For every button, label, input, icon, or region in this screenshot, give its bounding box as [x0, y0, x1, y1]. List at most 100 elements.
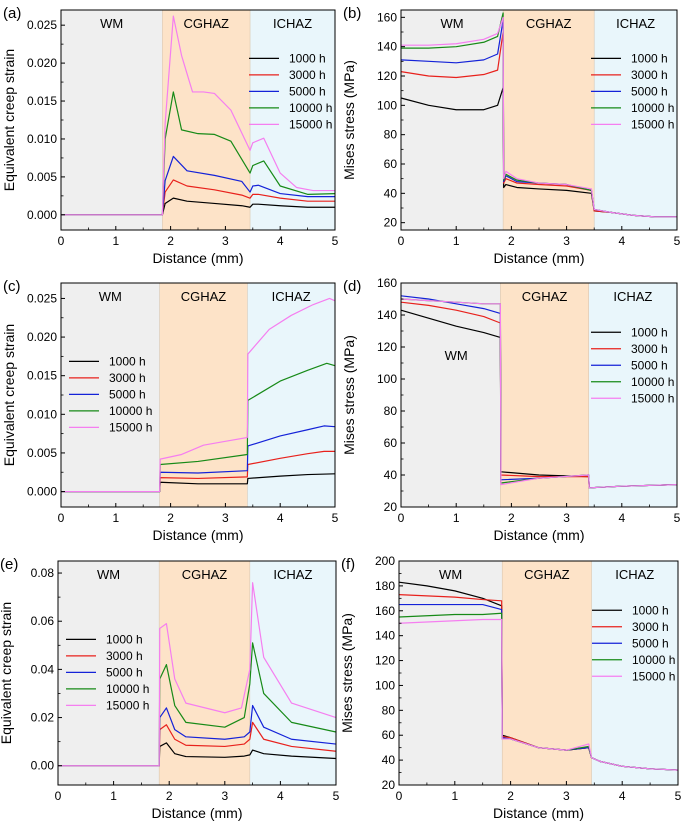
y-tick-label: 200	[375, 554, 395, 568]
x-tick-label: 2	[508, 511, 515, 525]
region-label-wm: WM	[441, 16, 464, 31]
chart-panel-c: 0 1 2 3 4 5 0.000 0.005 0.010 0.015 0.020 0.025 Dist…	[1, 278, 339, 543]
y-tick-label: 0.08	[31, 566, 55, 580]
y-axis-title: Equivalent creep strain	[1, 49, 17, 191]
legend: 1000 h 3000 h 5000 h 10000 h 15000 h	[249, 51, 332, 131]
x-tick-label: 4	[618, 234, 625, 248]
legend-entry: 10000 h	[631, 101, 674, 115]
x-tick-label: 3	[563, 789, 570, 803]
legend-entry: 10000 h	[106, 682, 149, 696]
x-tick-label: 1	[453, 234, 460, 248]
y-tick-label: 100	[377, 372, 397, 386]
legend-entry: 5000 h	[109, 387, 146, 401]
x-tick-label: 3	[222, 234, 229, 248]
y-tick-label: 0.010	[27, 132, 57, 146]
x-tick-label: 3	[563, 234, 570, 248]
x-tick-label: 5	[675, 789, 682, 803]
series-line-15000-h	[58, 582, 337, 767]
legend-entry: 10000 h	[289, 101, 332, 115]
x-tick-label: 4	[619, 789, 626, 803]
panel-label: (b)	[343, 5, 361, 22]
x-tick-label: 2	[167, 234, 174, 248]
x-tick-label: 2	[507, 789, 514, 803]
x-tick-label: 3	[221, 789, 228, 803]
y-tick-label: 0.005	[27, 446, 57, 460]
region-label-wm: WM	[439, 567, 462, 582]
series-line-3000-h	[61, 179, 335, 216]
y-tick-label: 160	[377, 276, 397, 290]
x-tick-label: 2	[508, 234, 515, 248]
x-tick-label: 1	[453, 511, 460, 525]
y-tick-label: 140	[377, 40, 397, 54]
y-axis-title: Mises stress (MPa)	[339, 613, 355, 733]
x-tick-label: 1	[451, 789, 458, 803]
y-tick-label: 100	[375, 678, 395, 692]
x-tick-label: 5	[333, 789, 340, 803]
x-tick-label: 1	[112, 511, 119, 525]
y-tick-label: 0.015	[27, 94, 57, 108]
y-tick-label: 40	[382, 753, 396, 767]
y-tick-label: 180	[375, 579, 395, 593]
x-axis-title: Distance (mm)	[493, 805, 584, 821]
x-axis-title: Distance (mm)	[152, 527, 243, 543]
y-axis-title: Mises stress (MPa)	[341, 60, 357, 180]
series-line-15000-h	[401, 16, 677, 218]
y-tick-label: 20	[384, 500, 398, 514]
region-label-ichaz: ICHAZ	[613, 289, 652, 304]
x-tick-label: 1	[110, 789, 117, 803]
region-bg-cghaz	[503, 10, 595, 230]
panel-label: (f)	[341, 556, 355, 573]
x-tick-label: 2	[167, 511, 174, 525]
legend: 1000 h 3000 h 5000 h 10000 h 15000 h	[591, 51, 674, 131]
legend-entry: 5000 h	[632, 636, 669, 650]
region-label-cghaz: CGHAZ	[526, 16, 572, 31]
y-tick-label: 0.00	[31, 759, 55, 773]
chart-panel-a: 0 1 2 3 4 5 0.000 0.005 0.010 0.015 0.020 0.025 Dist…	[1, 5, 339, 266]
y-tick-label: 0.04	[31, 662, 55, 676]
y-tick-label: 60	[382, 728, 396, 742]
series-line-15000-h	[400, 298, 678, 489]
region-label-ichaz: ICHAZ	[615, 567, 654, 582]
region-label-wm: WM	[100, 16, 123, 31]
series-line-1000-h	[61, 197, 335, 216]
y-tick-label: 40	[384, 468, 398, 482]
x-tick-label: 0	[398, 511, 405, 525]
legend-entry: 15000 h	[109, 420, 152, 434]
region-bg-cghaz	[500, 283, 589, 507]
y-tick-label: 0.025	[27, 291, 57, 305]
region-label-ichaz: ICHAZ	[273, 567, 312, 582]
region-label-cghaz: CGHAZ	[183, 16, 229, 31]
panel-label: (a)	[3, 5, 21, 22]
x-tick-label: 5	[332, 234, 339, 248]
legend-entry: 1000 h	[106, 632, 143, 646]
x-axis-title: Distance (mm)	[152, 250, 243, 266]
legend-entry: 3000 h	[289, 68, 326, 82]
x-tick-label: 4	[277, 234, 284, 248]
legend: 1000 h 3000 h 5000 h 10000 h 15000 h	[591, 325, 674, 405]
y-tick-label: 0.015	[27, 369, 57, 383]
y-tick-label: 120	[377, 69, 397, 83]
y-tick-label: 0.000	[27, 485, 57, 499]
y-tick-label: 0.02	[31, 711, 55, 725]
annotation-label: WM	[445, 348, 468, 363]
legend-entry: 1000 h	[631, 325, 668, 339]
y-tick-label: 20	[384, 216, 398, 230]
y-tick-label: 120	[377, 340, 397, 354]
legend-entry: 3000 h	[631, 342, 668, 356]
y-tick-label: 0.020	[27, 330, 57, 344]
region-bg-ichaz	[249, 561, 336, 785]
x-tick-label: 5	[332, 511, 339, 525]
region-label-wm: WM	[97, 567, 120, 582]
region-bg-ichaz	[594, 10, 677, 230]
y-tick-label: 60	[384, 436, 398, 450]
region-bg-ichaz	[588, 283, 677, 507]
x-axis-title: Distance (mm)	[493, 250, 584, 266]
y-tick-label: 120	[375, 654, 395, 668]
x-tick-label: 4	[618, 511, 625, 525]
y-tick-label: 40	[384, 186, 398, 200]
region-bg-cghaz	[162, 10, 251, 230]
y-tick-label: 160	[375, 604, 395, 618]
region-bg-ichaz	[591, 561, 678, 785]
y-tick-label: 0.06	[31, 614, 55, 628]
